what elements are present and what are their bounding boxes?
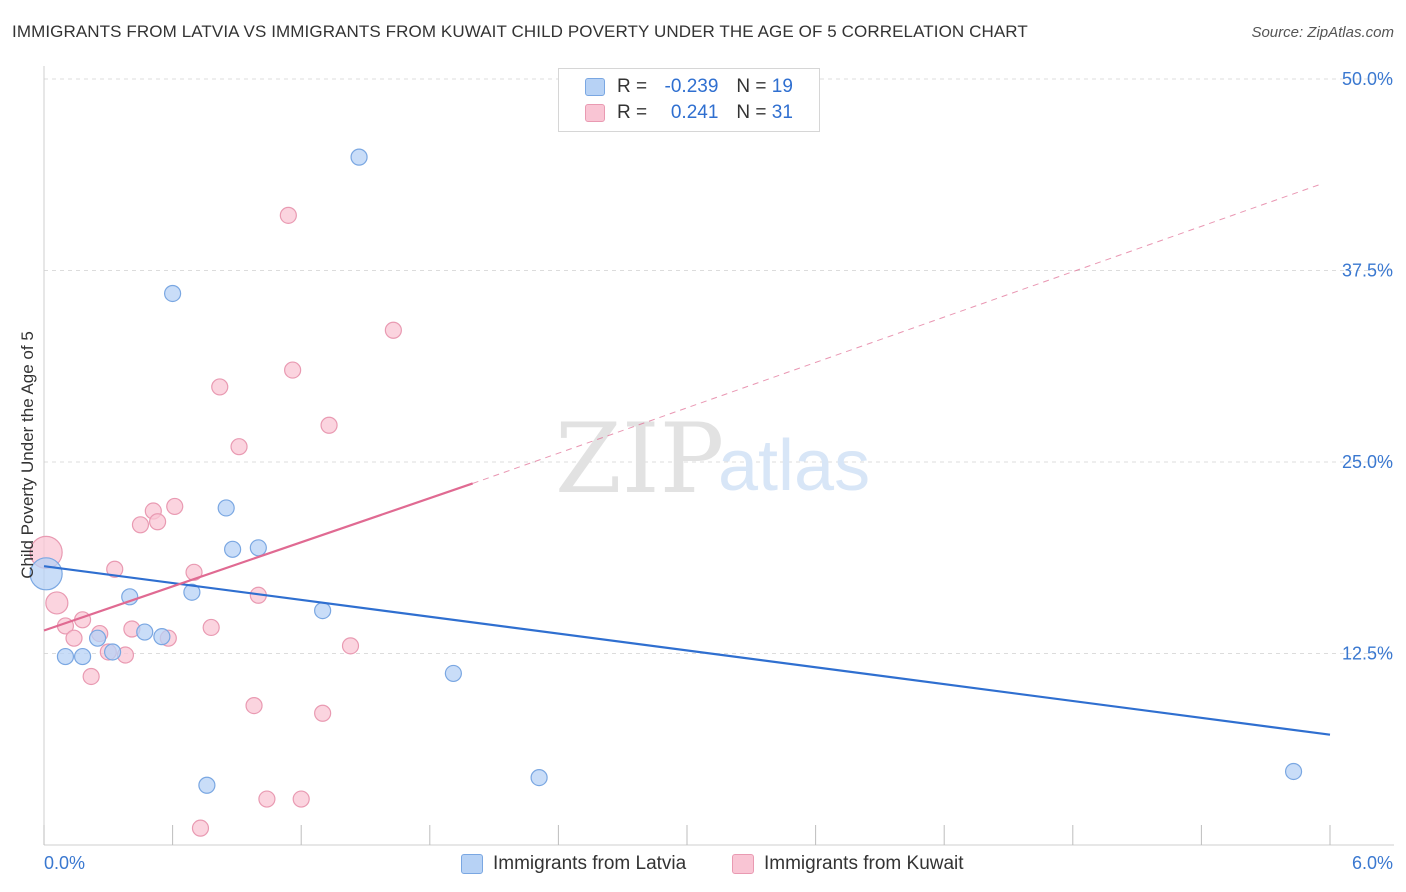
latvia-n-value: 19	[771, 76, 793, 97]
latvia-point	[73, 647, 92, 666]
series-legend-kuwait-swatch	[732, 854, 754, 874]
watermark-atlas: atlas	[718, 426, 870, 506]
kuwait-point	[258, 790, 276, 808]
chart-title: IMMIGRANTS FROM LATVIA VS IMMIGRANTS FRO…	[12, 22, 1028, 41]
kuwait-point	[106, 560, 124, 578]
series-legend-latvia-label: Immigrants from Latvia	[493, 853, 687, 874]
latvia-point	[350, 148, 368, 166]
latvia-point	[153, 628, 171, 646]
kuwait-point	[191, 819, 210, 837]
series-legend-kuwait: Immigrants from Kuwait	[732, 852, 964, 876]
y-tick-label: 37.5%	[1342, 261, 1393, 281]
x-tick-label: 0.0%	[44, 853, 85, 873]
gridlines	[44, 78, 1394, 654]
kuwait-point	[284, 361, 302, 379]
kuwait-point	[82, 667, 100, 686]
latvia-point	[217, 499, 235, 517]
latvia-point	[530, 768, 548, 787]
kuwait-point	[202, 618, 220, 637]
watermark-zip: ZIP	[555, 403, 724, 515]
kuwait-point	[211, 378, 229, 396]
data-points	[29, 148, 1303, 837]
latvia-trend-line	[43, 565, 1331, 736]
latvia-point	[198, 776, 216, 794]
kuwait-point	[131, 516, 150, 534]
latvia-point	[56, 647, 75, 666]
kuwait-point	[292, 790, 310, 808]
kuwait-point	[279, 206, 297, 224]
kuwait-point	[148, 513, 167, 531]
tick-labels: 12.5% 25.0% 37.5% 50.0% 0.0% 6.0%	[44, 69, 1393, 873]
latvia-point	[103, 643, 122, 661]
kuwait-point	[166, 497, 184, 516]
legend-row-latvia: R = -0.239 N = 19	[585, 74, 793, 100]
x-tick-label: 6.0%	[1352, 853, 1393, 873]
y-tick-label: 25.0%	[1342, 452, 1393, 472]
latvia-swatch	[585, 78, 605, 96]
kuwait-trend-extension	[472, 184, 1320, 484]
y-axis-label: Child Poverty Under the Age of 5	[18, 331, 37, 579]
series-legend-latvia-swatch	[461, 854, 483, 874]
y-tick-label: 50.0%	[1342, 69, 1393, 89]
latvia-point	[1284, 762, 1303, 781]
kuwait-point	[384, 321, 402, 339]
kuwait-point	[65, 629, 83, 647]
kuwait-point	[320, 416, 338, 434]
trend-lines	[43, 184, 1331, 736]
latvia-r-value: -0.239	[664, 76, 719, 97]
latvia-point	[29, 557, 63, 591]
kuwait-swatch	[585, 104, 605, 122]
y-tick-label: 12.5%	[1342, 644, 1393, 664]
kuwait-point	[230, 438, 248, 456]
latvia-r-label: R =	[617, 76, 648, 97]
latvia-point	[444, 664, 462, 683]
kuwait-r-label: R =	[617, 102, 648, 123]
latvia-point	[183, 583, 201, 601]
kuwait-n-label: N =	[736, 102, 767, 123]
kuwait-point	[245, 696, 263, 715]
kuwait-trend-line	[43, 482, 474, 632]
series-legend-kuwait-label: Immigrants from Kuwait	[764, 853, 964, 874]
kuwait-n-value: 31	[771, 102, 793, 123]
source-label: Source: ZipAtlas.com	[1251, 24, 1394, 41]
kuwait-point	[341, 637, 360, 655]
watermark: ZIP atlas	[555, 403, 870, 515]
correlation-legend: R = -0.239 N = 19 R = 0.241 N = 31	[558, 68, 820, 132]
latvia-point	[136, 623, 154, 641]
latvia-point	[314, 602, 332, 620]
kuwait-point	[45, 591, 69, 615]
latvia-point	[249, 539, 267, 557]
latvia-n-label: N =	[736, 76, 767, 97]
legend-row-kuwait: R = 0.241 N = 31	[585, 100, 793, 126]
kuwait-point	[185, 563, 203, 581]
latvia-point	[88, 629, 107, 647]
latvia-point	[224, 540, 242, 558]
kuwait-point	[314, 704, 332, 722]
kuwait-r-value: 0.241	[670, 102, 719, 123]
latvia-point	[164, 284, 182, 303]
axes	[43, 66, 1394, 846]
series-legend-latvia: Immigrants from Latvia	[461, 852, 686, 876]
